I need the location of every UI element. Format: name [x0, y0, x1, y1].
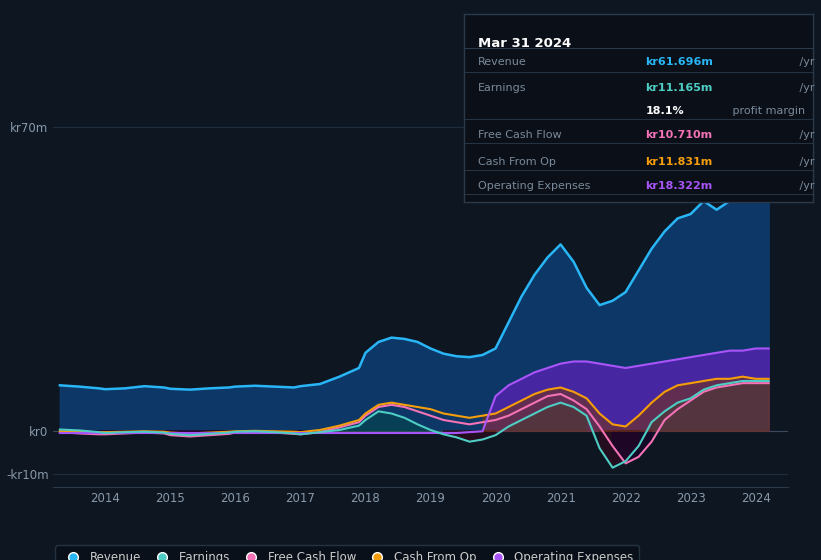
Text: /yr: /yr [796, 181, 814, 191]
Text: /yr: /yr [796, 130, 814, 141]
Text: /yr: /yr [796, 157, 814, 166]
Text: profit margin: profit margin [729, 106, 805, 116]
Text: /yr: /yr [796, 83, 814, 94]
Text: kr10.710m: kr10.710m [645, 130, 713, 141]
Text: kr61.696m: kr61.696m [645, 57, 713, 67]
Text: Mar 31 2024: Mar 31 2024 [478, 36, 571, 49]
Text: Revenue: Revenue [478, 57, 526, 67]
Text: kr11.831m: kr11.831m [645, 157, 713, 166]
Text: Free Cash Flow: Free Cash Flow [478, 130, 562, 141]
Text: Operating Expenses: Operating Expenses [478, 181, 590, 191]
Text: Cash From Op: Cash From Op [478, 157, 556, 166]
Text: 18.1%: 18.1% [645, 106, 684, 116]
Legend: Revenue, Earnings, Free Cash Flow, Cash From Op, Operating Expenses: Revenue, Earnings, Free Cash Flow, Cash … [55, 545, 640, 560]
Text: /yr: /yr [796, 57, 814, 67]
Text: kr18.322m: kr18.322m [645, 181, 713, 191]
Text: Earnings: Earnings [478, 83, 526, 94]
Text: kr11.165m: kr11.165m [645, 83, 713, 94]
